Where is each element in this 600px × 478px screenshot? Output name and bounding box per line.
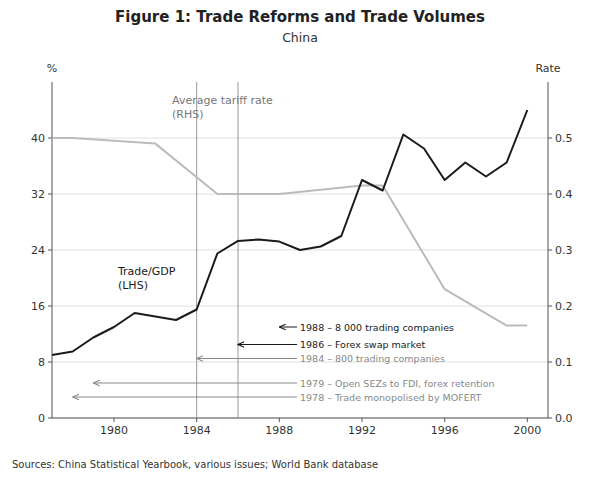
annotation-arrow (93, 383, 297, 384)
y2-tick-label: 0.5 (555, 132, 573, 145)
series-line (52, 138, 527, 326)
x-axis-line (52, 418, 548, 419)
x-tick-label: 1980 (100, 424, 128, 437)
chart: Figure 1: Trade Reforms and Trade Volume… (0, 0, 600, 478)
x-tick (196, 418, 197, 422)
y-tick (48, 250, 52, 251)
y2-tick (548, 250, 552, 251)
grid-line (52, 194, 548, 195)
y2-axis-label: Rate (535, 62, 560, 75)
annotation-arrow (197, 358, 297, 359)
y-tick (48, 418, 52, 419)
title: Figure 1: Trade Reforms and Trade Volume… (115, 8, 485, 26)
y2-tick-label: 0.2 (555, 300, 573, 313)
series-label-line: (LHS) (118, 279, 148, 292)
series-label-line: (RHS) (172, 108, 203, 121)
x-tick (527, 418, 528, 422)
y-tick-label: 24 (31, 244, 45, 257)
series-label: Trade/GDP(LHS) (117, 265, 176, 292)
y2-tick (548, 418, 552, 419)
y2-tick-label: 0.1 (555, 356, 573, 369)
vertical-line (196, 82, 197, 418)
annotation-arrow (73, 397, 297, 398)
annotation: 1988 – 8 000 trading companies (300, 322, 454, 333)
y-tick (48, 306, 52, 307)
annotation: 1986 – Forex swap market (300, 339, 426, 350)
x-tick (279, 418, 280, 422)
y-tick-label: 32 (31, 188, 45, 201)
x-tick (444, 418, 445, 422)
x-tick-label: 1996 (431, 424, 459, 437)
annotations: 1988 – 8 000 trading companies 1986 – For… (73, 322, 495, 403)
x-tick (114, 418, 115, 422)
subtitle: China (282, 30, 318, 45)
sources: Sources: China Statistical Yearbook, var… (12, 459, 378, 470)
y-tick-label: 40 (31, 132, 45, 145)
annotation-arrow (279, 327, 297, 328)
y2-tick (548, 194, 552, 195)
annotation: 1978 – Trade monopolised by MOFERT (300, 392, 482, 403)
x-tick-label: 1984 (183, 424, 211, 437)
y-tick-label: 16 (31, 300, 45, 313)
y2-tick-label: 0.4 (555, 188, 573, 201)
series-label-line: Trade/GDP (117, 265, 176, 278)
y-tick-label: 8 (38, 356, 45, 369)
annotation: 1979 – Open SEZs to FDI, forex retention (300, 378, 495, 389)
plot-area (52, 82, 527, 418)
y-tick (48, 194, 52, 195)
y2-tick (548, 306, 552, 307)
vertical-line (238, 82, 239, 418)
series-label: Average tariff rate(RHS) (172, 94, 273, 121)
y-tick-label: 0 (38, 412, 45, 425)
x-tick-label: 1992 (348, 424, 376, 437)
y2-tick-label: 0.0 (555, 412, 573, 425)
annotation-arrow (238, 344, 297, 345)
y2-tick-label: 0.3 (555, 244, 573, 257)
axes: 1980 1984 1988 1992 1996 2000 0 8 16 24 32 40 0.0 0.1… (31, 62, 573, 437)
y-tick (48, 138, 52, 139)
series-line (52, 110, 527, 355)
series-label-line: Average tariff rate (172, 94, 273, 107)
x-tick-label: 1988 (265, 424, 293, 437)
x-tick-label: 2000 (513, 424, 541, 437)
grid-line (52, 138, 548, 139)
annotation: 1984 – 800 trading companies (300, 353, 445, 364)
y-tick (48, 362, 52, 363)
grid-line (52, 418, 548, 419)
grid (52, 138, 548, 418)
y2-tick (548, 362, 552, 363)
y2-tick (548, 138, 552, 139)
x-tick (362, 418, 363, 422)
y-axis-label: % (47, 62, 57, 75)
